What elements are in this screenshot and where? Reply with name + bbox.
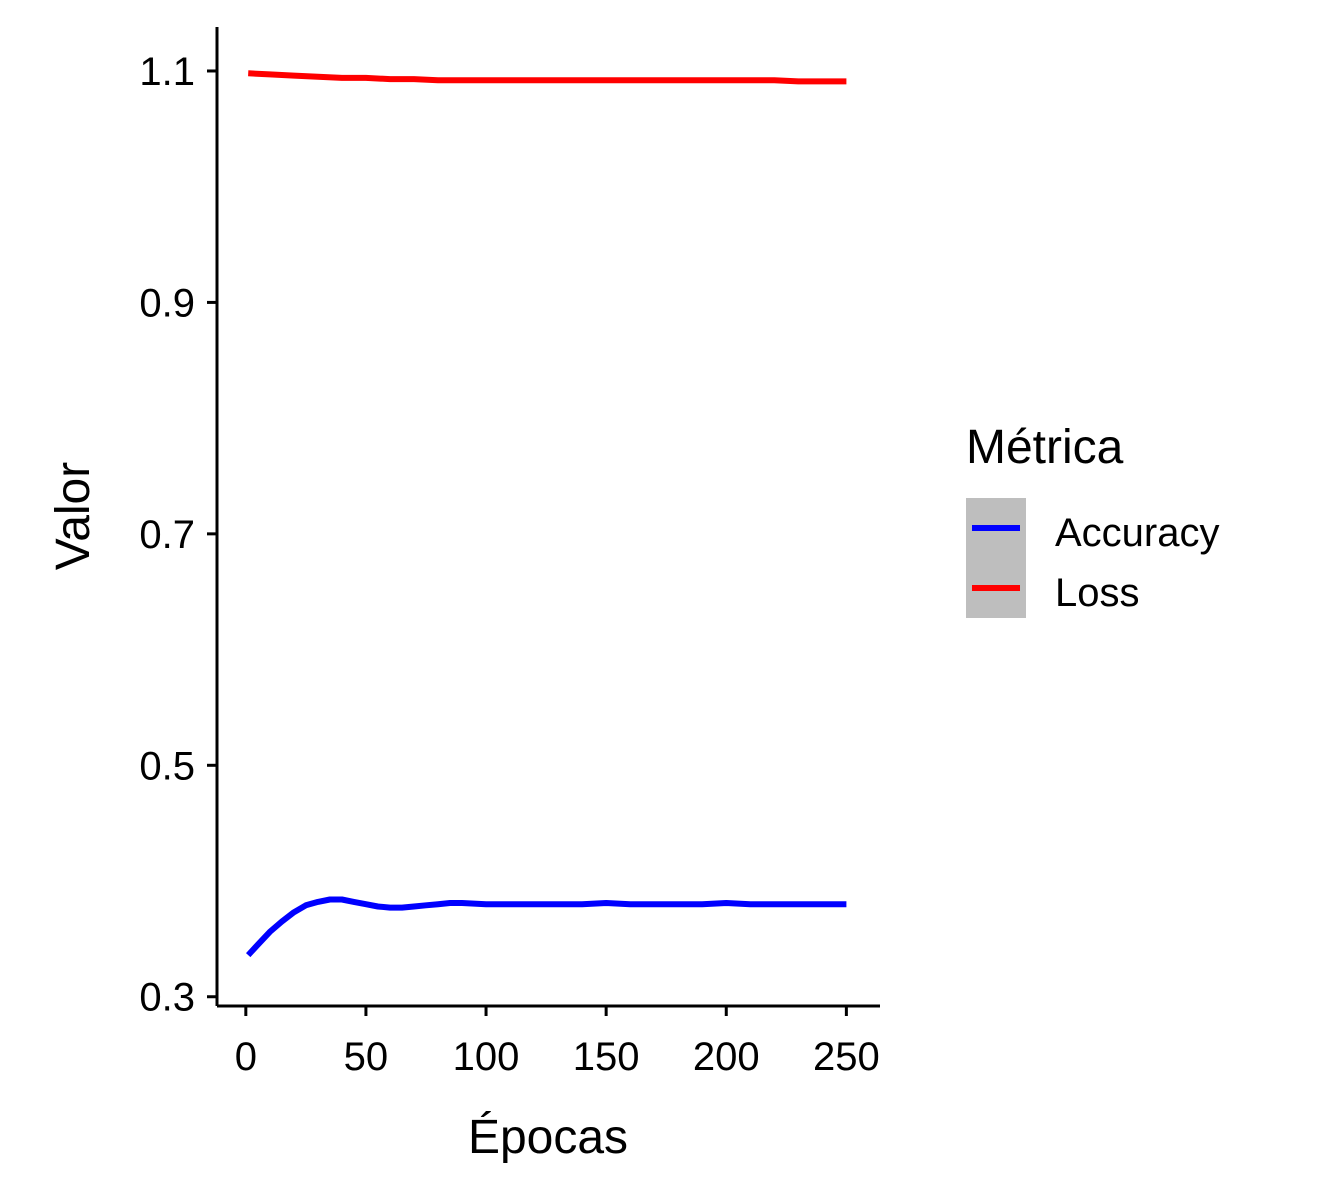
y-tick-label: 0.5 <box>139 744 195 788</box>
x-tick-label: 200 <box>693 1035 760 1079</box>
x-tick-label: 150 <box>573 1035 640 1079</box>
legend-label-accuracy: Accuracy <box>1055 511 1220 555</box>
series-line-accuracy <box>245 896 847 958</box>
legend: Métrica Accuracy Loss <box>966 421 1220 618</box>
y-axis-ticks: 0.3 0.5 0.7 0.9 1.1 <box>139 50 217 1020</box>
x-axis-ticks: 0 50 100 150 200 250 <box>235 1006 880 1079</box>
y-tick-label: 1.1 <box>139 50 195 94</box>
legend-title: Métrica <box>966 421 1124 474</box>
x-tick-label: 100 <box>453 1035 520 1079</box>
legend-key-background <box>966 498 1026 618</box>
plot-area <box>245 70 847 958</box>
y-axis-title: Valor <box>47 462 100 571</box>
x-tick-label: 0 <box>235 1035 257 1079</box>
legend-label-loss: Loss <box>1055 571 1140 615</box>
y-tick-label: 0.3 <box>139 976 195 1020</box>
series-line-loss <box>248 70 847 85</box>
y-tick-label: 0.7 <box>139 513 195 557</box>
x-tick-label: 50 <box>344 1035 389 1079</box>
x-tick-label: 250 <box>813 1035 880 1079</box>
x-axis-title: Épocas <box>468 1111 628 1164</box>
y-tick-label: 0.9 <box>139 281 195 325</box>
